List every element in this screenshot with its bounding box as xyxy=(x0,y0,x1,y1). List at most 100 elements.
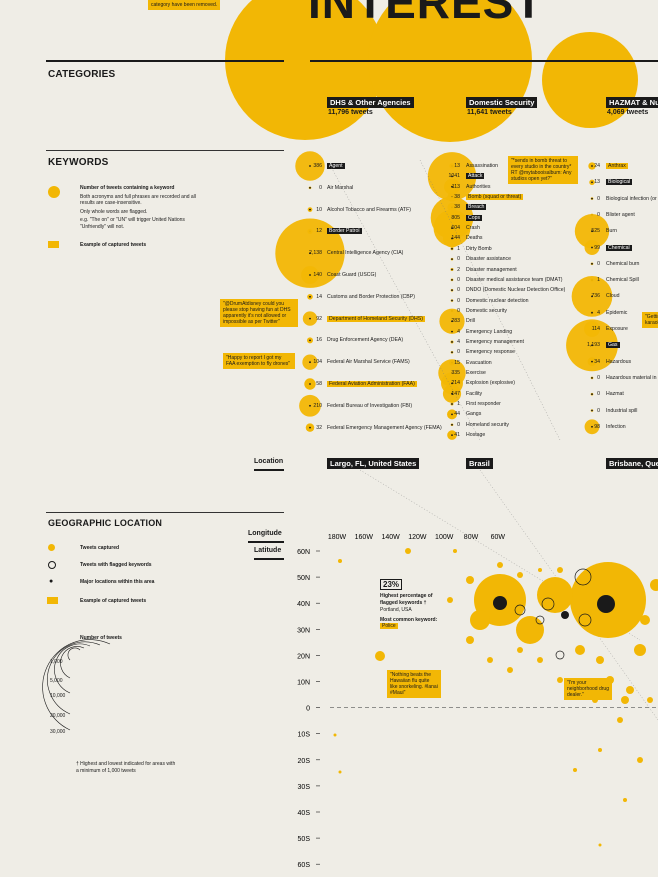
keyword-label: Hostage xyxy=(466,432,486,439)
x-tick-label: 160W xyxy=(355,534,374,541)
legend-captured: Tweets captured xyxy=(80,545,120,551)
tweet-dhs: "@DrumAtdisney could you please stop hav… xyxy=(220,299,298,327)
keyword-dot xyxy=(309,274,311,276)
keyword-count: 0 xyxy=(457,287,460,294)
keyword-label: DNDO (Domestic Nuclear Detection Office) xyxy=(466,287,566,294)
keyword-dot xyxy=(451,258,453,261)
keyword-dot xyxy=(591,377,593,379)
keyword-legend: Number of tweets containing a keyword Bo… xyxy=(80,185,196,230)
geo-point xyxy=(596,656,604,664)
callout-place: Portland, USA xyxy=(380,607,412,613)
keyword-count: 210 xyxy=(313,402,322,409)
keyword-count: 13 xyxy=(594,179,600,186)
geo-point xyxy=(575,645,585,655)
longitude-label: Longitude xyxy=(248,530,282,537)
y-tick-label: 60N xyxy=(297,549,310,556)
geo-point xyxy=(578,613,592,627)
keyword-label: Disaster assistance xyxy=(466,256,511,263)
keyword-dot xyxy=(591,197,593,200)
geo-point xyxy=(537,657,543,663)
keyword-dot xyxy=(451,268,453,271)
keyword-dot xyxy=(591,295,593,298)
keyword-label: Biological xyxy=(606,179,633,186)
speech-bubble-icon xyxy=(48,241,59,248)
keyword-label: Assassination xyxy=(466,163,499,169)
keyword-count: 16 xyxy=(316,337,322,344)
keyword-label: Facility xyxy=(466,390,483,397)
scale-30000: 30,000 xyxy=(50,729,66,735)
keyword-dot xyxy=(309,317,311,320)
geo-point xyxy=(598,748,602,752)
keyword-label: Hazardous xyxy=(606,358,632,365)
keyword-count: 1 xyxy=(597,277,600,284)
y-tick-label: 20S xyxy=(298,758,311,765)
geo-point xyxy=(621,696,629,704)
pin-icon: ● xyxy=(49,578,54,585)
x-tick-label: 140W xyxy=(381,534,400,541)
keyword-label: Burn xyxy=(606,228,617,235)
geo-point xyxy=(493,596,507,610)
keyword-count: 1 xyxy=(457,401,460,408)
keyword-dot xyxy=(309,208,311,211)
geo-point xyxy=(555,650,565,660)
keyword-count: 386 xyxy=(313,163,322,169)
keyword-count: 2 xyxy=(457,266,460,273)
geo-point xyxy=(517,647,523,653)
keyword-label: Exposure xyxy=(606,326,628,332)
geo-point xyxy=(541,597,555,611)
keyword-label: Central Intelligence Agency (CIA) xyxy=(327,250,404,257)
category-domestic-count: 11,641 tweets xyxy=(467,109,512,116)
keyword-label: Attack xyxy=(466,173,485,180)
y-tick-label: 60S xyxy=(298,862,311,869)
keyword-label: Chemical Spill xyxy=(606,277,639,284)
geo-point xyxy=(507,667,513,673)
keyword-count: 147 xyxy=(451,390,460,397)
geo-point xyxy=(574,568,592,586)
keyword-label: Drug Enforcement Agency (DEA) xyxy=(327,337,404,344)
keyword-dot xyxy=(591,230,593,233)
geo-point xyxy=(538,568,542,572)
geo-point xyxy=(375,651,385,661)
keyword-dot xyxy=(451,341,453,343)
geo-point xyxy=(453,549,457,553)
keyword-count: 1041 xyxy=(448,173,460,180)
geo-point xyxy=(647,697,653,703)
keyword-dot xyxy=(591,425,593,428)
geo-point xyxy=(405,548,411,554)
y-tick-label: 20N xyxy=(297,653,310,660)
keyword-count: 525 xyxy=(591,228,600,235)
speech-bubble-icon-geo xyxy=(47,597,58,604)
x-tick-label: 180W xyxy=(328,534,347,541)
keyword-dot xyxy=(591,360,593,363)
geo-point xyxy=(597,595,615,613)
keyword-count: 2,138 xyxy=(309,250,322,257)
geo-point xyxy=(617,717,623,723)
geo-point xyxy=(514,604,526,616)
keyword-label: Domestic nuclear detection xyxy=(466,297,529,304)
geo-point xyxy=(561,611,569,619)
keyword-dot xyxy=(451,237,453,240)
keyword-label: Explosion (explosive) xyxy=(466,380,516,387)
keyword-label: Coast Guard (USCG) xyxy=(327,272,377,278)
keyword-label: Emergency management xyxy=(466,338,524,345)
keyword-label: Biological infection (or xyxy=(606,195,657,202)
keyword-label: Air Marshal xyxy=(327,184,354,191)
geo-point xyxy=(516,616,544,644)
callout-text: Highest percentage of flagged keywords †… xyxy=(380,593,440,630)
guide-line xyxy=(329,164,481,441)
geo-point xyxy=(634,644,646,656)
keyword-dot xyxy=(451,423,453,426)
keyword-label: Gangs xyxy=(466,411,482,418)
keyword-label: Federal Emergency Management Agency (FEM… xyxy=(327,424,442,431)
keyword-label: Chemical burn xyxy=(606,260,640,267)
scale-10000: 10,000 xyxy=(50,693,66,699)
keyword-dot xyxy=(451,351,453,354)
keyword-count: 92 xyxy=(316,315,322,322)
y-tick-label: 30S xyxy=(298,784,311,791)
scale-20000: 20,000 xyxy=(50,713,66,719)
keyword-label: Chemical xyxy=(606,244,632,251)
keyword-count: 144 xyxy=(451,235,460,242)
keyword-label: Hazmat xyxy=(606,391,624,398)
